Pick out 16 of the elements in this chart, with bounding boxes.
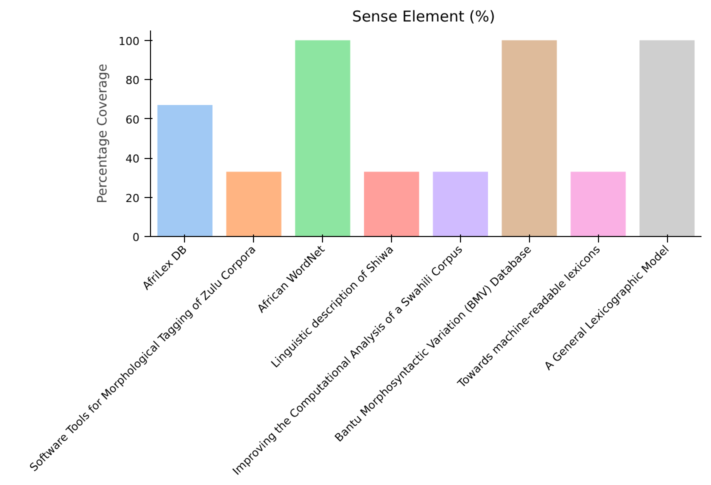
bar bbox=[640, 40, 695, 236]
chart-title: Sense Element (%) bbox=[352, 8, 496, 26]
y-tick-label: 0 bbox=[132, 231, 140, 244]
y-axis-title: Percentage Coverage bbox=[96, 64, 111, 204]
y-tick-label: 60 bbox=[126, 113, 140, 126]
y-tick-label: 40 bbox=[126, 152, 140, 166]
bar bbox=[364, 172, 420, 236]
y-tick-label: 20 bbox=[126, 192, 140, 205]
bar bbox=[226, 172, 282, 236]
bar bbox=[502, 40, 557, 236]
y-tick-label: 100 bbox=[118, 34, 140, 48]
bar bbox=[157, 105, 212, 236]
bar bbox=[295, 40, 350, 236]
bar bbox=[570, 172, 626, 236]
bar bbox=[432, 172, 488, 236]
y-tick-label: 80 bbox=[126, 74, 140, 88]
